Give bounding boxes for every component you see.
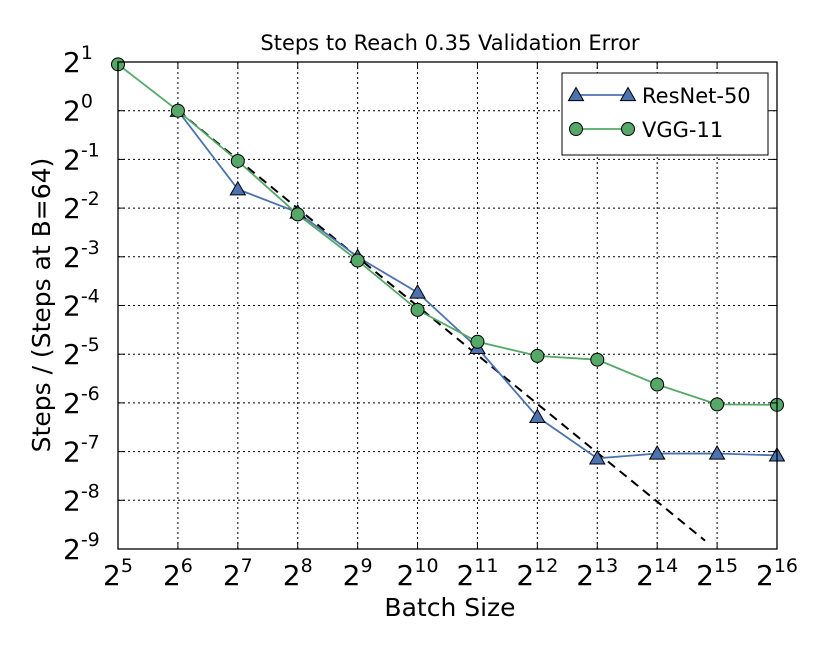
y-axis-label: Steps / (Steps at B=64) <box>27 158 56 453</box>
vgg-11-point <box>170 103 185 118</box>
chart-title: Steps to Reach 0.35 Validation Error <box>260 31 640 55</box>
x-tick-label: 214 <box>636 555 678 592</box>
legend-label: ResNet-50 <box>642 84 751 108</box>
x-axis-label: Batch Size <box>384 593 515 622</box>
legend-marker <box>569 122 583 136</box>
legend-marker <box>619 86 637 102</box>
vgg-11-line <box>117 63 778 406</box>
resnet-50-point <box>648 445 666 460</box>
vgg-11-point <box>290 207 305 222</box>
y-tick-label: 20 <box>63 91 93 128</box>
vgg-11-point <box>650 377 665 392</box>
vgg-11-point <box>710 397 725 412</box>
reference-line-layer <box>177 109 706 542</box>
vgg-11-point <box>230 153 245 168</box>
x-tick-label: 27 <box>223 555 253 592</box>
vgg-11-point <box>590 352 605 367</box>
resnet-50-point <box>588 449 606 465</box>
legend-item-resnet-50: ResNet-50 <box>567 84 751 108</box>
vgg-11-point <box>530 348 545 363</box>
series-layer <box>111 57 786 465</box>
legend-marker <box>621 122 635 136</box>
legend: ResNet-50 VGG-11 <box>561 72 769 156</box>
vgg-11-point <box>470 334 485 349</box>
legend-box <box>561 72 769 156</box>
legend-label: VGG-11 <box>642 118 723 142</box>
resnet-50-point <box>529 408 546 424</box>
resnet-50-point <box>229 180 247 196</box>
legend-marker <box>567 86 585 102</box>
legend-item-vgg-11: VGG-11 <box>569 118 723 142</box>
resnet-50-point <box>708 445 726 460</box>
series-vgg-11 <box>111 57 784 412</box>
resnet-50-point <box>409 283 426 299</box>
vgg-11-point <box>350 253 365 268</box>
reference-line <box>177 109 706 542</box>
vgg-11-point <box>410 302 425 317</box>
